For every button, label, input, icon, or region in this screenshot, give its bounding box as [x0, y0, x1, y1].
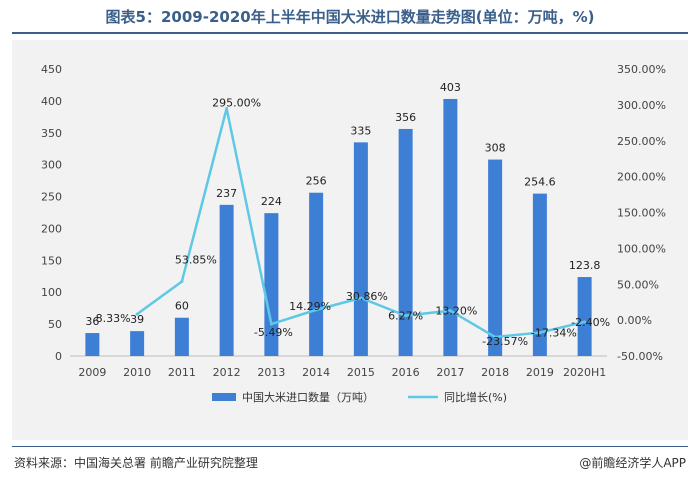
bar: [443, 98, 458, 356]
bar: [219, 204, 234, 356]
y-left-tick-label: 0: [55, 350, 62, 363]
y-left-tick-label: 350: [41, 127, 62, 140]
line-point: [269, 322, 273, 326]
line-data-label: 13.20%: [435, 305, 477, 318]
bar: [577, 277, 592, 356]
line-point: [583, 320, 587, 324]
line-data-label: 30.86%: [346, 290, 388, 303]
line-data-label: 53.85%: [175, 253, 217, 266]
line-data-label: 14.29%: [289, 300, 331, 313]
line-data-label: -23.57%: [482, 335, 528, 348]
bar: [309, 192, 324, 356]
x-tick-label: 2018: [481, 366, 509, 379]
bar-data-label: 256: [306, 175, 327, 188]
x-tick-label: 2009: [78, 366, 106, 379]
x-tick-label: 2015: [347, 366, 375, 379]
bar: [85, 333, 100, 356]
x-tick-label: 2020H1: [563, 366, 606, 379]
line-point: [448, 309, 452, 313]
bar-data-label: 224: [261, 195, 282, 208]
y-left-tick-label: 150: [41, 254, 62, 267]
y-right-tick-label: 200.00%: [617, 171, 666, 184]
y-left-tick-label: 400: [41, 95, 62, 108]
y-right-tick-label: 0.00%: [617, 314, 652, 327]
bar: [398, 128, 413, 356]
line-data-label: 295.00%: [212, 96, 261, 109]
bar: [174, 317, 189, 356]
line-data-label: 6.27%: [388, 310, 423, 323]
x-tick-label: 2012: [213, 366, 241, 379]
y-left-tick-label: 200: [41, 222, 62, 235]
bar: [264, 213, 279, 356]
bar: [130, 331, 145, 356]
title-rule: [12, 32, 688, 34]
line-point: [404, 314, 408, 318]
legend-bar-swatch: [212, 393, 236, 401]
bar-data-label: 39: [130, 313, 144, 326]
y-right-tick-label: 100.00%: [617, 242, 666, 255]
bar-data-label: 36: [85, 315, 99, 328]
bar: [353, 142, 368, 356]
brand-credit: @前瞻经济学人APP: [579, 456, 686, 470]
y-left-tick-label: 100: [41, 286, 62, 299]
combo-chart: 0 50 100 150 200 250 300 350 400 450 -50.00% 0.00% 5…: [41, 63, 666, 404]
bar-data-label: 237: [216, 187, 237, 200]
bar: [532, 193, 547, 356]
line-point: [359, 296, 363, 300]
chart-title: 图表5：2009-2020年上半年中国大米进口数量走势图(单位：万吨，%): [105, 8, 595, 26]
y-left-tick-label: 450: [41, 63, 62, 76]
line-data-label: -17.34%: [531, 327, 577, 340]
y-left-tick-label: 50: [48, 318, 62, 331]
line-point: [493, 335, 497, 339]
y-right-tick-label: 350.00%: [617, 63, 666, 76]
x-tick-label: 2014: [302, 366, 330, 379]
y-left-tick-label: 250: [41, 191, 62, 204]
bar-data-label: 335: [350, 124, 371, 137]
line-point: [135, 312, 139, 316]
bar-data-label: 403: [440, 81, 461, 94]
line-point: [180, 279, 184, 283]
y-left-tick-label: 300: [41, 159, 62, 172]
line-data-label: 8.33%: [96, 312, 131, 325]
bar-data-label: 254.6: [524, 176, 556, 189]
bar-data-label: 356: [395, 111, 416, 124]
line-data-label: -5.49%: [254, 326, 293, 339]
bar: [488, 159, 503, 356]
x-tick-label: 2010: [123, 366, 151, 379]
y-right-tick-label: 50.00%: [617, 278, 659, 291]
line-point: [225, 106, 229, 110]
x-tick-label: 2017: [436, 366, 464, 379]
legend-bar-label: 中国大米进口数量（万吨）: [242, 390, 374, 404]
line-point: [314, 308, 318, 312]
y-right-tick-label: 300.00%: [617, 99, 666, 112]
y-right-tick-label: -50.00%: [617, 350, 663, 363]
bar-data-label: 308: [485, 142, 506, 155]
x-tick-label: 2013: [257, 366, 285, 379]
bar-data-label: 60: [175, 300, 189, 313]
footer-rule: [12, 446, 688, 447]
source-note: 资料来源：中国海关总署 前瞻产业研究院整理: [14, 456, 258, 470]
x-tick-label: 2016: [392, 366, 420, 379]
chart-panel: 0 50 100 150 200 250 300 350 400 450 -50.00% 0.00% 5…: [12, 40, 688, 440]
x-tick-label: 2019: [526, 366, 554, 379]
bar-data-label: 123.8: [569, 259, 601, 272]
y-right-tick-label: 150.00%: [617, 207, 666, 220]
x-tick-label: 2011: [168, 366, 196, 379]
y-right-tick-label: 250.00%: [617, 135, 666, 148]
line-data-label: -2.40%: [571, 316, 610, 329]
legend-line-label: 同比增长(%): [444, 390, 507, 404]
line-point: [538, 331, 542, 335]
